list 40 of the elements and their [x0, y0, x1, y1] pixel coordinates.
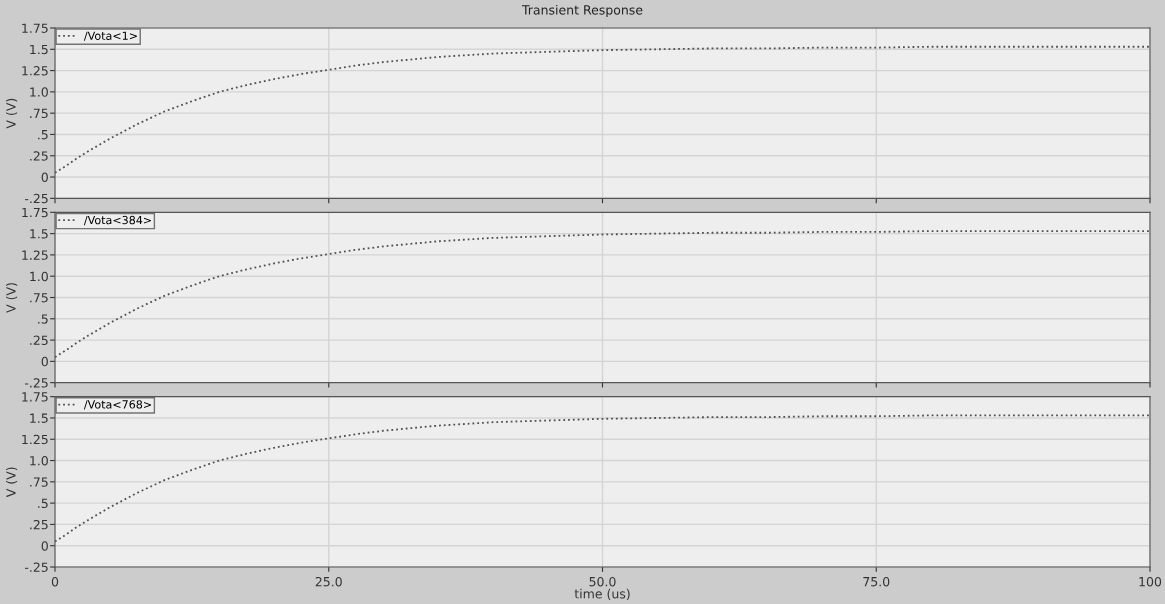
- legend-label: /Vota<384>: [83, 215, 151, 226]
- y-tick-label: .25: [30, 151, 48, 161]
- y-tick-label: 1.25: [22, 250, 48, 260]
- y-tick-label: 1.75: [22, 23, 48, 33]
- y-tick-label: 1.5: [30, 229, 48, 239]
- x-tick-label: 100: [1139, 576, 1162, 587]
- y-tick-label: 1.75: [22, 392, 48, 402]
- y-tick-label: -.25: [24, 193, 48, 204]
- x-tick-label: 25.0: [315, 576, 342, 587]
- y-axis-title: V (V): [6, 283, 18, 313]
- y-tick-label: 1.5: [30, 413, 48, 423]
- x-tick-label: 0: [51, 576, 59, 587]
- y-tick-label: .5: [38, 130, 48, 140]
- y-tick-label: 1.0: [30, 456, 48, 466]
- y-tick-label: -.25: [24, 562, 48, 572]
- y-tick-label: 0: [41, 356, 48, 367]
- y-tick-label: 1.25: [22, 434, 48, 445]
- y-tick-label: 1.0: [30, 271, 48, 282]
- y-tick-label: 0: [41, 541, 48, 551]
- y-tick-label: 1.25: [22, 66, 48, 76]
- y-tick-label: 1.75: [22, 207, 48, 218]
- y-tick-label: .25: [30, 519, 48, 530]
- y-tick-label: 1.0: [30, 87, 48, 97]
- y-tick-label: 1.5: [30, 44, 48, 55]
- y-tick-label: .75: [30, 293, 48, 303]
- x-tick-label: 75.0: [863, 576, 890, 587]
- x-tick-label: 50.0: [589, 576, 616, 587]
- y-axis-title: V (V): [6, 467, 18, 498]
- legend-label: /Vota<1>: [83, 31, 137, 41]
- y-axis-title: V (V): [6, 98, 18, 129]
- y-tick-label: .5: [38, 314, 48, 324]
- y-tick-label: .75: [30, 477, 48, 487]
- y-tick-label: 0: [41, 172, 48, 182]
- y-tick-label: .75: [30, 108, 48, 119]
- x-axis-title: time (us): [574, 588, 630, 600]
- y-tick-label: .5: [38, 498, 48, 509]
- y-tick-label: .25: [30, 335, 48, 346]
- chart-title: Transient Response: [521, 4, 643, 18]
- legend-label: /Vota<768>: [83, 400, 151, 410]
- y-tick-label: -.25: [24, 378, 48, 388]
